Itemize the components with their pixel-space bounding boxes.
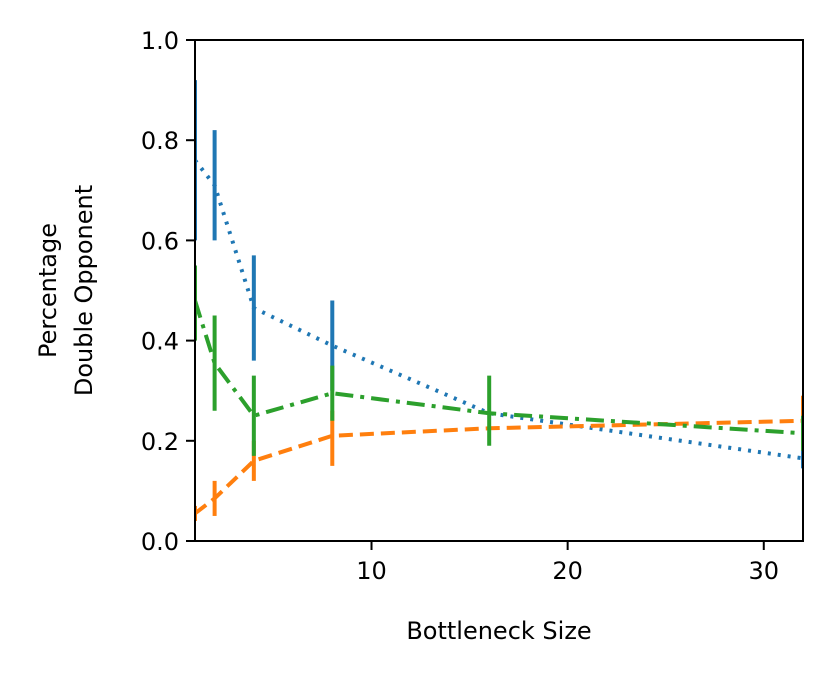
series-2 [195, 265, 803, 456]
series-line [195, 418, 803, 516]
x-tick-label: 30 [749, 557, 780, 585]
y-tick-label: 0.6 [141, 227, 179, 255]
plot-frame [194, 39, 804, 542]
y-axis-label-line-1: Percentage [34, 223, 62, 358]
y-tick-label: 0.8 [141, 127, 179, 155]
axes: 10 20 30 0.0 0.2 0.4 0.6 0.8 1.0 [141, 27, 779, 585]
series-line [195, 159, 803, 461]
x-tick-label: 20 [552, 557, 583, 585]
y-axis-label-line-2: Double Opponent [70, 185, 98, 396]
x-axis-label: Bottleneck Size [406, 617, 591, 645]
y-tick-label: 0.0 [141, 528, 179, 556]
series-line [195, 299, 803, 436]
plot-area [195, 80, 803, 521]
y-tick-label: 0.2 [141, 428, 179, 456]
y-tick-label: 1.0 [141, 27, 179, 55]
x-tick-label: 10 [356, 557, 387, 585]
y-tick-label: 0.4 [141, 328, 179, 356]
